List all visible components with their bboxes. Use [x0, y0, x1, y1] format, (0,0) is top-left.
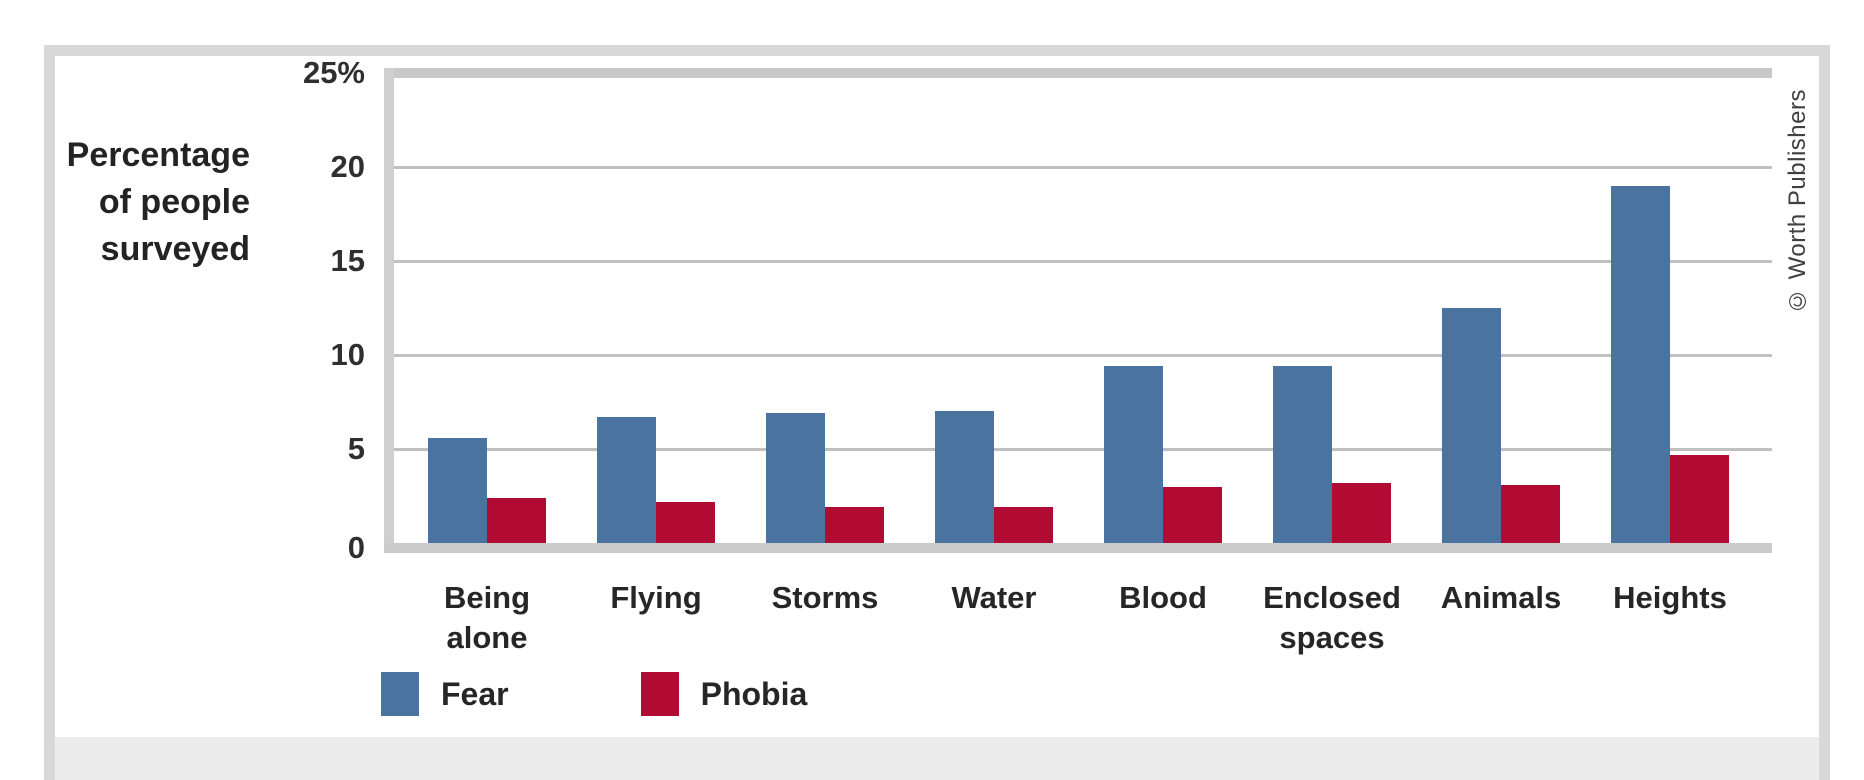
- gridline-5: [394, 448, 1772, 451]
- x-category-label-enclosed-spaces: Enclosed spaces: [1237, 578, 1427, 658]
- bar-phobia-storms: [825, 507, 884, 543]
- y-tick-label-15: 15: [330, 243, 365, 278]
- x-category-label-line: Water: [951, 580, 1037, 615]
- x-category-label-flying: Flying: [561, 578, 751, 618]
- x-category-label-line: Being: [443, 580, 531, 615]
- figure-footer-band: [55, 737, 1819, 780]
- x-category-label-water: Water: [899, 578, 1089, 618]
- bar-phobia-enclosed-spaces: [1332, 482, 1391, 543]
- bar-phobia-water: [994, 507, 1053, 543]
- y-axis-title-line: surveyed: [100, 230, 250, 268]
- x-axis-baseline: [384, 543, 1772, 553]
- y-tick-label-20: 20: [330, 149, 365, 184]
- x-category-label-heights: Heights: [1575, 578, 1765, 618]
- bar-fear-animals: [1442, 308, 1501, 543]
- publisher-credit: © Worth Publishers: [1784, 89, 1811, 314]
- x-category-label-being-alone: Being alone: [392, 578, 582, 658]
- y-tick-label-10: 10: [330, 337, 365, 372]
- plot-top-border: [384, 68, 1772, 78]
- y-tick-label-25: 25%: [302, 55, 365, 90]
- bar-phobia-being-alone: [487, 497, 546, 543]
- fear-color-swatch: [381, 672, 419, 716]
- y-axis-title-line: of people: [98, 183, 250, 221]
- legend-label-phobia: Phobia: [700, 675, 808, 712]
- bar-fear-water: [935, 411, 994, 543]
- bar-phobia-blood: [1163, 486, 1222, 543]
- x-category-label-line: Enclosed: [1263, 580, 1401, 615]
- bar-fear-enclosed-spaces: [1273, 366, 1332, 543]
- x-category-label-line: Storms: [771, 580, 879, 615]
- x-category-label-line: spaces: [1279, 620, 1385, 655]
- x-category-label-line: Blood: [1119, 580, 1207, 615]
- legend-label-fear: Fear: [441, 675, 509, 712]
- y-tick-label-5: 5: [347, 431, 365, 466]
- x-category-label-animals: Animals: [1406, 578, 1596, 618]
- gridline-20: [394, 166, 1772, 169]
- y-tick-label-0: 0: [347, 530, 365, 565]
- gridline-10: [394, 354, 1772, 357]
- y-axis-line: [384, 68, 394, 553]
- bar-fear-storms: [766, 413, 825, 543]
- x-category-label-blood: Blood: [1068, 578, 1258, 618]
- bar-fear-heights: [1611, 185, 1670, 543]
- bar-phobia-flying: [656, 501, 715, 543]
- x-category-label-line: Animals: [1440, 580, 1562, 615]
- legend-item-phobia: Phobia: [640, 672, 808, 716]
- bar-fear-flying: [597, 417, 656, 543]
- gridline-15: [394, 260, 1772, 263]
- x-category-label-line: Flying: [610, 580, 702, 615]
- legend-item-fear: Fear: [381, 672, 509, 716]
- phobia-color-swatch: [640, 672, 679, 716]
- y-axis-title: Percentage of people surveyed: [40, 132, 250, 273]
- y-axis-title-line: Percentage: [66, 136, 250, 174]
- bar-fear-blood: [1104, 366, 1163, 543]
- bar-phobia-heights: [1670, 454, 1729, 543]
- x-category-label-storms: Storms: [730, 578, 920, 618]
- bar-phobia-animals: [1501, 484, 1560, 543]
- x-category-label-line: alone: [446, 620, 528, 655]
- chart-legend: Fear Phobia: [381, 672, 807, 716]
- x-category-label-line: Heights: [1613, 580, 1727, 615]
- bar-fear-being-alone: [428, 437, 487, 543]
